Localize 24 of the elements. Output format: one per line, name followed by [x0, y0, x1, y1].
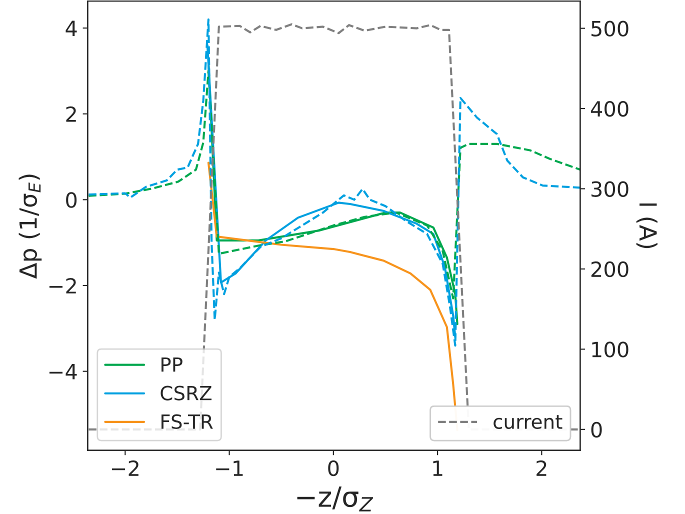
- y-tick-label: 4: [66, 20, 77, 36]
- legend-label: CSRZ: [160, 386, 212, 400]
- x-tick-label: 2: [536, 460, 546, 476]
- y2-axis-title: I (A): [636, 203, 658, 248]
- y2-tick-label: 300: [592, 181, 628, 197]
- y-tick-label: 2: [66, 106, 76, 122]
- x-axis-title: −z/σ$_{Z}$: [297, 486, 374, 512]
- legend-label: FS-TR: [162, 414, 213, 429]
- x-tick-label: −1: [216, 460, 243, 476]
- legend-label: current: [494, 415, 562, 429]
- y2-tick-label: 200: [591, 261, 628, 278]
- y2-tick-label: 400: [590, 100, 628, 117]
- y2-tick-label: 0: [591, 422, 602, 438]
- y2-tick-label: 500: [592, 20, 628, 37]
- x-tick-label: −2: [112, 460, 138, 476]
- x-tick-label: 0: [328, 460, 339, 476]
- y-tick-label: −2: [49, 278, 76, 294]
- line-series: [88, 18, 580, 347]
- y-axis-title: Δp (1/σ$_{E}$): [18, 174, 42, 279]
- y-tick-label: 0: [66, 192, 77, 208]
- y-tick-label: −4: [49, 364, 77, 380]
- x-tick-label: 1: [433, 460, 442, 476]
- y2-tick-label: 100: [592, 342, 628, 358]
- legend-label: PP: [162, 357, 182, 372]
